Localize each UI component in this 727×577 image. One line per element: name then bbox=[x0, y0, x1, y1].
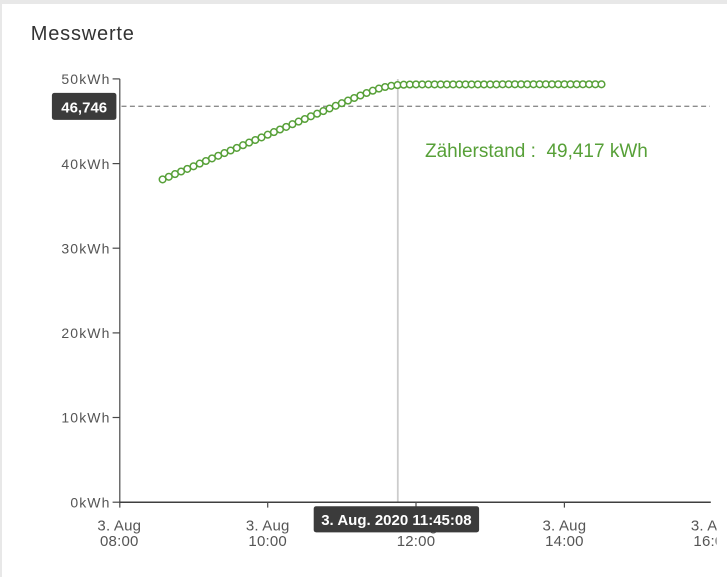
svg-text:3. Aug: 3. Aug bbox=[246, 518, 290, 535]
svg-text:10kWh: 10kWh bbox=[61, 410, 110, 426]
svg-text:50kWh: 50kWh bbox=[61, 71, 110, 87]
svg-text:46,746: 46,746 bbox=[61, 99, 107, 116]
svg-text:0kWh: 0kWh bbox=[70, 494, 110, 510]
svg-text:14:00: 14:00 bbox=[545, 533, 584, 550]
svg-text:Zählerstand : 49,417 kWh: Zählerstand : 49,417 kWh bbox=[425, 141, 648, 162]
svg-text:30kWh: 30kWh bbox=[61, 240, 110, 256]
svg-text:12:00: 12:00 bbox=[397, 533, 436, 550]
svg-text:20kWh: 20kWh bbox=[61, 325, 110, 341]
svg-text:Messwerte: Messwerte bbox=[31, 23, 135, 45]
svg-text:3. Aug: 3. Aug bbox=[543, 518, 587, 535]
svg-text:40kWh: 40kWh bbox=[61, 156, 110, 172]
svg-text:3. Aug. 2020 11:45:08: 3. Aug. 2020 11:45:08 bbox=[321, 512, 471, 529]
svg-text:08:00: 08:00 bbox=[100, 533, 139, 550]
svg-text:10:00: 10:00 bbox=[248, 533, 287, 550]
svg-text:3. Aug: 3. Aug bbox=[97, 518, 141, 535]
